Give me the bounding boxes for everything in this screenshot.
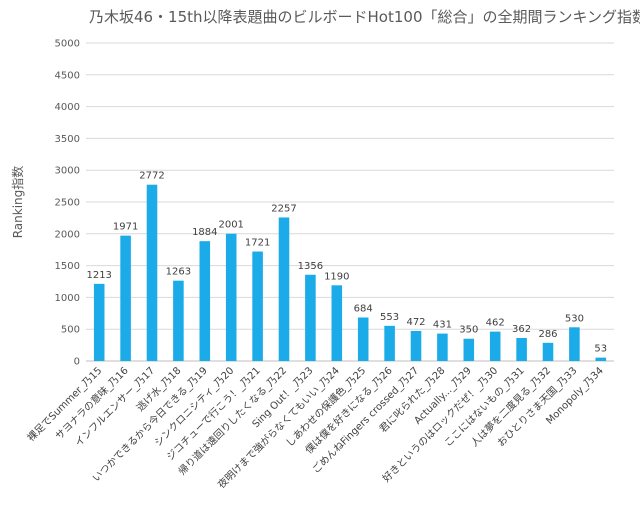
bar [252, 251, 263, 361]
y-axis-label: Ranking指数 [10, 166, 25, 239]
data-label: 1213 [86, 270, 111, 281]
data-label: 684 [354, 303, 373, 314]
y-tick-label: 2000 [55, 229, 80, 240]
bar [278, 217, 290, 361]
bar [305, 274, 316, 361]
bar [357, 317, 369, 361]
y-tick-layer: 0 500 1000 1500 2000 2500 3000 3500 4000 4500 5000 [55, 39, 80, 368]
bar [595, 357, 607, 361]
data-label: 1884 [192, 227, 217, 238]
grid-layer [86, 42, 614, 362]
data-label: 1356 [298, 261, 323, 272]
data-label: 431 [433, 320, 452, 331]
data-label: 2001 [218, 220, 243, 231]
bar [93, 283, 105, 361]
y-tick-label: 3000 [55, 166, 80, 177]
bar [225, 233, 237, 361]
data-label: 362 [512, 324, 531, 335]
data-label: 1190 [324, 271, 349, 282]
y-tick-label: 0 [74, 357, 80, 368]
data-label: 350 [459, 325, 478, 336]
data-label: 1263 [166, 267, 191, 278]
y-tick-label: 5000 [55, 39, 80, 50]
y-tick-label: 1500 [55, 261, 80, 272]
bar [463, 338, 475, 361]
data-label: 286 [538, 329, 557, 340]
y-tick-label: 4000 [55, 102, 80, 113]
data-label: 553 [380, 312, 399, 323]
bar [199, 241, 211, 361]
data-label: 2257 [271, 203, 296, 214]
data-label: 1971 [113, 222, 138, 233]
data-label: 1721 [245, 238, 270, 249]
bar [437, 333, 448, 361]
bar-layer [93, 184, 607, 361]
bar [569, 327, 580, 361]
bar [331, 285, 343, 361]
y-tick-label: 3500 [55, 134, 80, 145]
bar [384, 325, 395, 361]
x-tick-layer: 裸足でSummer_乃15サヨナラの意味_乃16インフルエンサー_乃17逃げ水_… [24, 364, 606, 491]
bar [120, 235, 131, 361]
data-label: 530 [565, 313, 584, 324]
data-label: 472 [406, 317, 425, 328]
y-tick-label: 4500 [55, 70, 80, 81]
bar [410, 330, 422, 361]
y-tick-label: 1000 [55, 293, 80, 304]
data-label: 2772 [139, 171, 164, 182]
data-label: 462 [486, 318, 505, 329]
bar [542, 342, 554, 361]
data-label: 53 [594, 344, 607, 355]
bar [173, 280, 184, 361]
y-tick-label: 2500 [55, 198, 80, 209]
y-tick-label: 500 [61, 325, 80, 336]
bar [516, 337, 527, 361]
bar [489, 331, 501, 361]
bar [146, 184, 158, 361]
chart-title: 乃木坂46・15th以降表題曲のビルボードHot100「総合」の全期間ランキング… [89, 8, 640, 26]
